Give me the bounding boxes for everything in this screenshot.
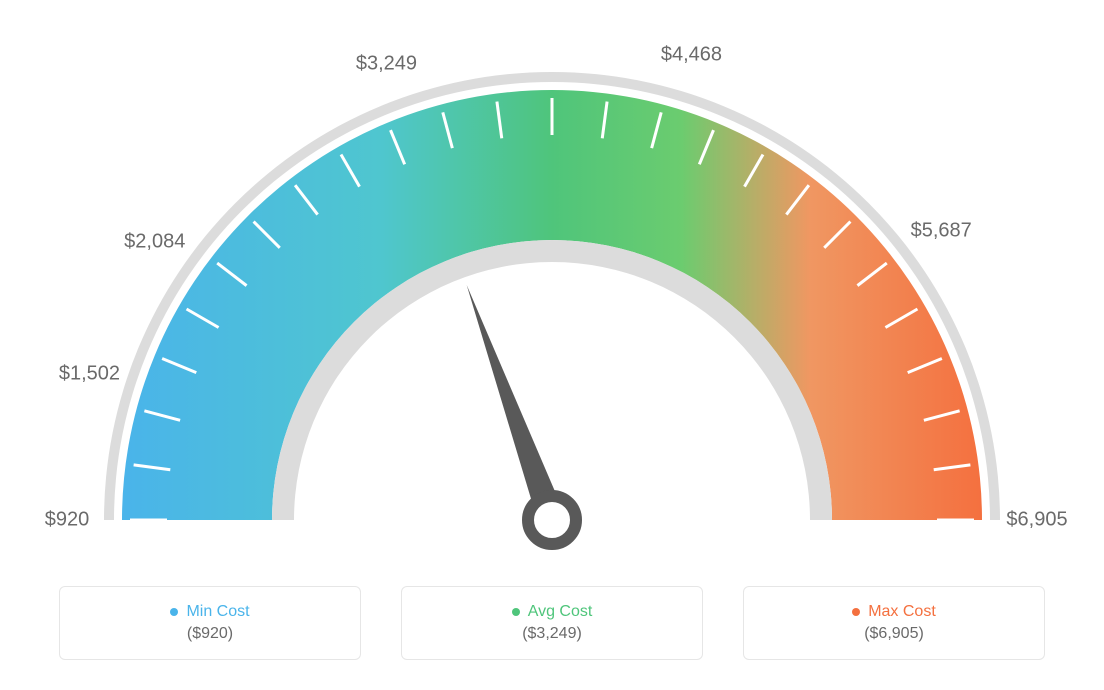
legend-card-max: Max Cost ($6,905)	[743, 586, 1045, 660]
gauge-svg	[0, 0, 1104, 560]
gauge-tick-label: $4,468	[661, 44, 722, 67]
legend-label-avg: Avg Cost	[528, 603, 593, 621]
legend-dot-max	[852, 608, 860, 616]
gauge-tick-label: $5,687	[911, 219, 972, 242]
gauge-tick-label: $920	[45, 509, 90, 532]
legend-value-max: ($6,905)	[864, 625, 924, 643]
legend-dot-min	[170, 608, 178, 616]
gauge-tick-label: $3,249	[356, 53, 417, 76]
gauge-tick-label: $6,905	[1006, 509, 1067, 532]
legend-card-min: Min Cost ($920)	[59, 586, 361, 660]
legend-label-max: Max Cost	[868, 603, 936, 621]
legend-card-avg: Avg Cost ($3,249)	[401, 586, 703, 660]
legend-label-min: Min Cost	[186, 603, 249, 621]
gauge-tick-label: $1,502	[59, 363, 120, 386]
legend-value-min: ($920)	[187, 625, 233, 643]
gauge-tick-label: $2,084	[124, 230, 185, 253]
legend-row: Min Cost ($920) Avg Cost ($3,249) Max Co…	[0, 586, 1104, 660]
legend-value-avg: ($3,249)	[522, 625, 582, 643]
legend-dot-avg	[512, 608, 520, 616]
cost-gauge: $920 $1,502 $2,084 $3,249 $4,468 $5,687 $6,905	[0, 0, 1104, 560]
